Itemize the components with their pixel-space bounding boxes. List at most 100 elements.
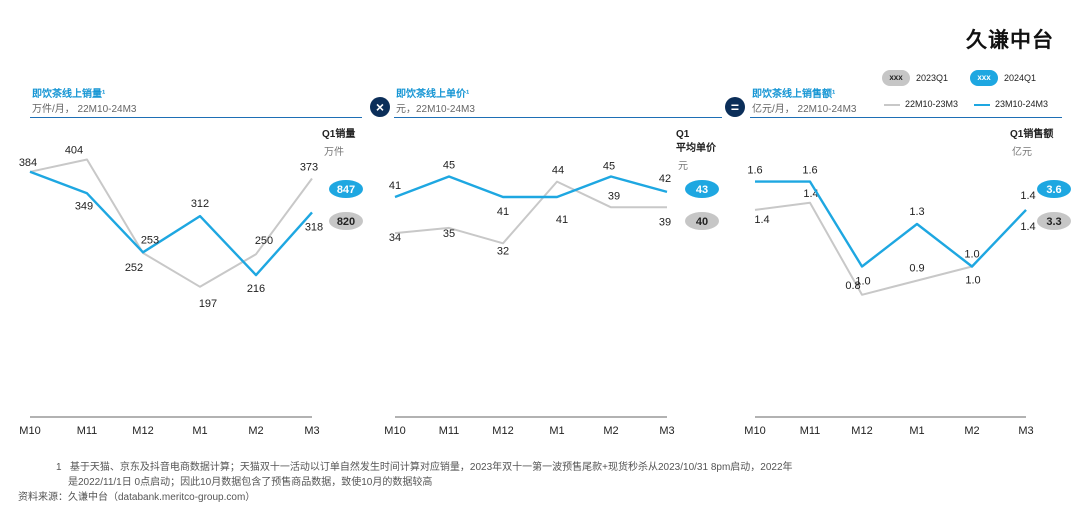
panel3-series-2223-line bbox=[754, 201, 1027, 296]
panel2-subtitle: 元，22M10-24M3 bbox=[396, 104, 475, 115]
panel3-data-label: 1.0 bbox=[855, 276, 870, 288]
panel3-q1-2023-pill bbox=[1037, 212, 1071, 230]
panel3-q1-unit: 亿元 bbox=[1012, 147, 1032, 158]
panel1-data-label: 250 bbox=[255, 235, 273, 247]
panel1-data-label: 384 bbox=[19, 157, 37, 169]
brand-logo: 久谦中台 bbox=[966, 27, 1054, 52]
panel2-tick-label: M12 bbox=[492, 425, 513, 437]
panel2-data-label: 39 bbox=[659, 216, 671, 228]
legend-pill-2023: xxx bbox=[882, 70, 910, 86]
panel3-tick-label: M11 bbox=[800, 425, 821, 437]
legend-line-2223 bbox=[884, 104, 900, 106]
panel1-series-2324-line bbox=[29, 170, 313, 277]
panel2-data-label: 41 bbox=[389, 180, 401, 192]
panel3-data-label: 0.8 bbox=[845, 280, 860, 292]
panel2-data-label: 45 bbox=[443, 159, 455, 171]
panel1-subtitle: 万件/月， 22M10-24M3 bbox=[32, 104, 137, 115]
panel1-data-label: 312 bbox=[191, 198, 209, 210]
panel3-data-label: 1.6 bbox=[747, 165, 762, 177]
legend-label-2024: 2024Q1 bbox=[1004, 73, 1037, 83]
panel2-data-label: 32 bbox=[497, 245, 509, 257]
panel1-tick-label: M10 bbox=[19, 425, 40, 437]
panel1-q1-2023-value: 820 bbox=[337, 216, 355, 228]
legend-line-2324 bbox=[974, 104, 990, 106]
panel1-data-label: 349 bbox=[75, 200, 93, 212]
panel3-tick-label: M12 bbox=[851, 425, 872, 437]
panel3-series-2324-line bbox=[755, 180, 1027, 268]
panel2-q1-label: Q1 平均单价 bbox=[676, 128, 716, 156]
panel3-data-label: 1.3 bbox=[909, 206, 924, 218]
panel2-data-label: 45 bbox=[603, 160, 615, 172]
panel1-data-label: 197 bbox=[199, 298, 217, 310]
panel1-tick-label: M12 bbox=[132, 425, 153, 437]
panel3-subtitle: 亿元/月， 22M10-24M3 bbox=[752, 104, 857, 115]
panel2-data-label: 41 bbox=[497, 206, 509, 218]
panel1-tick-label: M11 bbox=[77, 425, 98, 437]
panel3-q1-2024-value: 3.6 bbox=[1046, 184, 1061, 196]
legend-label-2223: 22M10-23M3 bbox=[905, 99, 959, 109]
panel3-rule bbox=[750, 117, 1062, 118]
panel3-q1-label: Q1销售额 bbox=[1010, 129, 1054, 140]
panel2-data-label: 41 bbox=[556, 214, 568, 226]
panel3-title: 即饮茶线上销售额¹ bbox=[752, 89, 836, 100]
footnote-number: 1 bbox=[56, 462, 62, 473]
panel2-series-2324-line bbox=[394, 175, 668, 199]
panel1-data-label: 373 bbox=[300, 162, 318, 174]
panel3-data-label: 1.0 bbox=[964, 249, 979, 261]
panel1-tick-label: M2 bbox=[248, 425, 263, 437]
legend-label-2023: 2023Q1 bbox=[916, 73, 949, 83]
panel3-q1-2023-value: 3.3 bbox=[1046, 216, 1061, 228]
panel1-data-label: 252 bbox=[125, 262, 143, 274]
panel3-data-label: 1.4 bbox=[754, 214, 769, 226]
panel1-tick-label: M3 bbox=[304, 425, 319, 437]
legend-label-2324: 23M10-24M3 bbox=[995, 99, 1049, 109]
panel2-q1-2024-value: 43 bbox=[696, 184, 708, 196]
panel1-rule bbox=[30, 117, 362, 118]
panel2-title: 即饮茶线上单价¹ bbox=[396, 89, 470, 100]
panel2-rule bbox=[394, 117, 722, 118]
panel1-data-label: 253 bbox=[141, 234, 159, 246]
panel2-q1-label-line1: Q1 bbox=[676, 129, 690, 140]
panel3-data-label: 1.6 bbox=[802, 165, 817, 177]
footnote-line1: 基于天猫、京东及抖音电商数据计算；天猫双十一活动以订单自然发生时间计算对应销量，… bbox=[69, 462, 793, 473]
panel3-tick-label: M2 bbox=[964, 425, 979, 437]
panel1-q1-2024-value: 847 bbox=[337, 184, 355, 196]
legend: xxx 2023Q1 xxx 2024Q1 22M10-23M3 23M10-2… bbox=[878, 68, 1068, 118]
panel1-data-label: 404 bbox=[65, 144, 83, 156]
footnote-line2: 是2022/11/1日 0点启动；因此10月数据包含了预售商品数据，致使10月的… bbox=[68, 477, 433, 488]
footnote: 1 基于天猫、京东及抖音电商数据计算；天猫双十一活动以订单自然发生时间计算对应销… bbox=[56, 460, 793, 490]
panel1-q1-2024-pill bbox=[329, 180, 363, 198]
panel3-q1-2024-pill bbox=[1037, 180, 1071, 198]
panel1-q1-2023-pill bbox=[329, 212, 363, 230]
panel3-data-label: 1.0 bbox=[965, 275, 980, 287]
equals-operator-icon: = bbox=[725, 97, 745, 117]
panel2-q1-label-line2: 平均单价 bbox=[676, 143, 716, 154]
panel1-series-2223-line bbox=[29, 158, 313, 288]
panel2-tick-label: M10 bbox=[384, 425, 405, 437]
panel3-tick-label: M10 bbox=[744, 425, 765, 437]
panel2-q1-unit: 元 bbox=[678, 161, 688, 172]
panel2-q1-2023-pill bbox=[685, 212, 719, 230]
panel3-tick-label: M1 bbox=[909, 425, 924, 437]
source: 资料来源：久谦中台（databank.meritco-group.com） bbox=[18, 492, 256, 503]
panel2-data-label: 34 bbox=[389, 232, 401, 244]
panel2-data-label: 35 bbox=[443, 228, 455, 240]
panel2-q1-2024-pill bbox=[685, 180, 719, 198]
panel1-q1-unit: 万件 bbox=[324, 147, 344, 158]
multiply-operator-icon: × bbox=[370, 97, 390, 117]
panel1-tick-label: M1 bbox=[192, 425, 207, 437]
panel2-data-label: 44 bbox=[552, 165, 564, 177]
panel2-tick-label: M2 bbox=[603, 425, 618, 437]
panel3-data-label: 0.9 bbox=[909, 263, 924, 275]
panel3-tick-label: M3 bbox=[1018, 425, 1033, 437]
panel2-data-label: 39 bbox=[608, 190, 620, 202]
panel2-series-2223-line bbox=[394, 180, 667, 245]
panel1-q1-label: Q1销量 bbox=[322, 129, 356, 140]
legend-pill-2024: xxx bbox=[970, 70, 998, 86]
panel1-title: 即饮茶线上销量¹ bbox=[32, 89, 106, 100]
panel1-data-label: 216 bbox=[247, 283, 265, 295]
panel2-tick-label: M3 bbox=[659, 425, 674, 437]
panel2-q1-2023-value: 40 bbox=[696, 216, 708, 228]
panel1-data-label: 318 bbox=[305, 221, 323, 233]
